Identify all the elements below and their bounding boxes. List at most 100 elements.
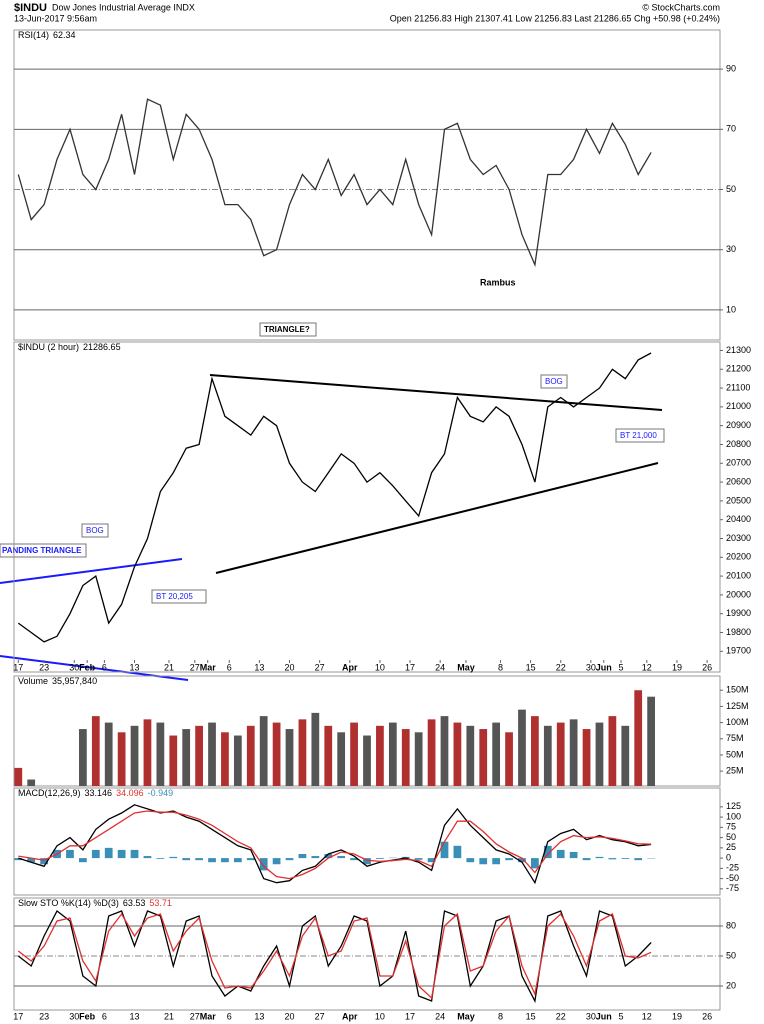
- bar: [79, 729, 87, 786]
- bar: [647, 696, 655, 786]
- x-tick-label: Apr: [342, 1011, 358, 1021]
- bar: [582, 858, 591, 861]
- bar: [143, 719, 152, 786]
- bar: [505, 732, 513, 786]
- bar: [311, 856, 320, 859]
- x-tick-label: Mar: [200, 662, 217, 672]
- y-tick-label: 20200: [726, 552, 751, 562]
- bar: [518, 709, 526, 786]
- x-tick-label: 21: [164, 1011, 174, 1021]
- bar: [440, 841, 449, 859]
- bar: [531, 858, 539, 869]
- bar: [556, 722, 565, 786]
- bar: [634, 858, 643, 861]
- y-tick-label: 20900: [726, 420, 751, 430]
- bar: [440, 716, 449, 786]
- bar: [208, 858, 216, 863]
- y-tick-label: 50: [726, 950, 736, 960]
- y-tick-label: 100: [726, 811, 741, 821]
- annotation-box: [540, 374, 568, 389]
- x-tick-label: 26: [702, 662, 712, 672]
- panel-frame: [13, 897, 721, 1011]
- annotation: BOG: [86, 526, 104, 535]
- x-tick-label: May: [457, 662, 475, 672]
- y-tick-label: 100M: [726, 717, 749, 727]
- panel-label: $INDU (2 hour) 21286.65: [18, 342, 121, 352]
- y-tick-label: 90: [726, 64, 736, 74]
- bar: [582, 729, 591, 786]
- bar: [182, 858, 191, 861]
- bar: [324, 854, 333, 859]
- y-tick-label: 20600: [726, 476, 751, 486]
- bar: [40, 858, 49, 865]
- y-tick-label: 10: [726, 304, 736, 314]
- bar: [259, 858, 268, 871]
- x-tick-label: 6: [102, 1011, 107, 1021]
- y-tick-label: -75: [726, 883, 739, 893]
- author: Rambus: [480, 277, 516, 287]
- annotation-box: [81, 523, 109, 538]
- x-tick-label: 24: [435, 662, 445, 672]
- annotation: BT 21,000: [620, 431, 657, 440]
- bar: [272, 858, 281, 865]
- bar: [453, 845, 462, 859]
- x-tick-label: 13: [130, 662, 140, 672]
- bar: [285, 858, 294, 861]
- bar: [608, 716, 617, 786]
- bar: [634, 690, 643, 786]
- x-tick-label: Apr: [342, 662, 358, 672]
- indicator-name: Slow STO %K(14) %D(3): [18, 898, 119, 908]
- y-tick-label: 150M: [726, 685, 749, 695]
- x-tick-label: 5: [618, 662, 623, 672]
- trend-line: [0, 558, 183, 584]
- y-tick-label: 50: [726, 184, 736, 194]
- bar: [298, 719, 307, 786]
- bar: [556, 849, 565, 859]
- x-tick-label: Feb: [79, 662, 96, 672]
- x-tick-label: 24: [435, 1011, 445, 1021]
- bar: [195, 858, 203, 861]
- bar: [143, 856, 152, 859]
- y-tick-label: 20300: [726, 533, 751, 543]
- bar: [272, 722, 281, 786]
- trend-line: [209, 374, 663, 411]
- bar: [466, 858, 475, 863]
- bar: [233, 735, 242, 786]
- bar: [156, 722, 165, 786]
- annotation: PANDING TRIANGLE: [2, 546, 82, 555]
- indicator-name: Volume: [18, 676, 48, 686]
- bar: [363, 858, 371, 865]
- x-tick-label: 5: [618, 1011, 623, 1021]
- y-tick-label: 125: [726, 801, 741, 811]
- reading: 62.34: [53, 30, 76, 40]
- series-line: [18, 804, 652, 885]
- bar: [543, 725, 552, 786]
- bar: [401, 729, 410, 786]
- bar: [91, 849, 100, 859]
- bar: [208, 722, 216, 786]
- bar: [621, 725, 630, 786]
- reading: 63.53: [123, 898, 146, 908]
- bar: [376, 725, 384, 786]
- x-tick-label: Jun: [596, 662, 612, 672]
- y-tick-label: 20400: [726, 514, 751, 524]
- bar: [156, 858, 165, 859]
- bar: [169, 856, 178, 859]
- bar: [285, 729, 294, 786]
- bar: [91, 716, 100, 786]
- bar: [246, 858, 255, 861]
- y-tick-label: 19800: [726, 627, 751, 637]
- x-tick-label: 26: [702, 1011, 712, 1021]
- annotation-box: [259, 322, 317, 337]
- bar: [221, 858, 229, 863]
- x-tick-label: 20: [285, 1011, 295, 1021]
- bar: [104, 722, 113, 786]
- bar: [130, 849, 139, 859]
- bar: [259, 716, 268, 786]
- x-tick-label: 20: [285, 662, 295, 672]
- x-tick-label: 30: [586, 662, 596, 672]
- bar: [479, 858, 488, 865]
- annotation: BOG: [545, 377, 563, 386]
- x-tick-label: 8: [498, 662, 503, 672]
